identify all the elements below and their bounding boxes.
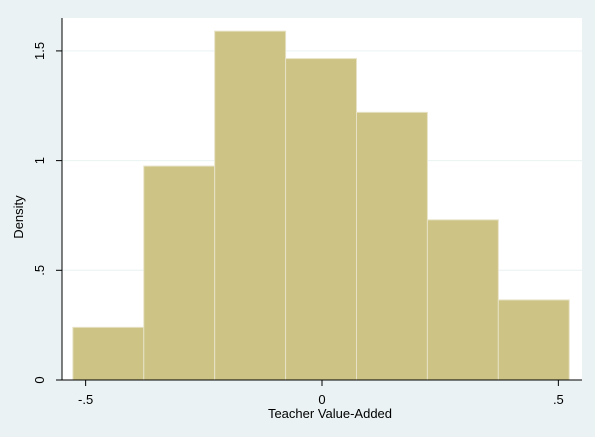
x-tick-label: .5 <box>553 392 564 407</box>
histogram-bar <box>426 219 499 381</box>
x-axis-label: Teacher Value-Added <box>268 406 392 421</box>
histogram-bar <box>356 111 428 381</box>
y-tick-label: 1 <box>32 157 47 164</box>
axes: 0 .5 1 1.5 -.5 0 .5 <box>32 18 582 407</box>
y-tick-label: 0 <box>32 376 47 383</box>
x-tick-label: -.5 <box>78 392 93 407</box>
histogram-bar <box>285 58 358 381</box>
histogram-bar <box>143 165 216 381</box>
y-tick-label: 1.5 <box>32 42 47 60</box>
y-axis-label: Density <box>11 195 26 239</box>
histogram-bar <box>214 30 287 381</box>
x-tick-label: 0 <box>318 392 325 407</box>
histogram-bar <box>72 326 145 381</box>
histogram-bars <box>72 30 570 381</box>
histogram-bar <box>497 299 570 381</box>
y-tick-label: .5 <box>32 265 47 276</box>
